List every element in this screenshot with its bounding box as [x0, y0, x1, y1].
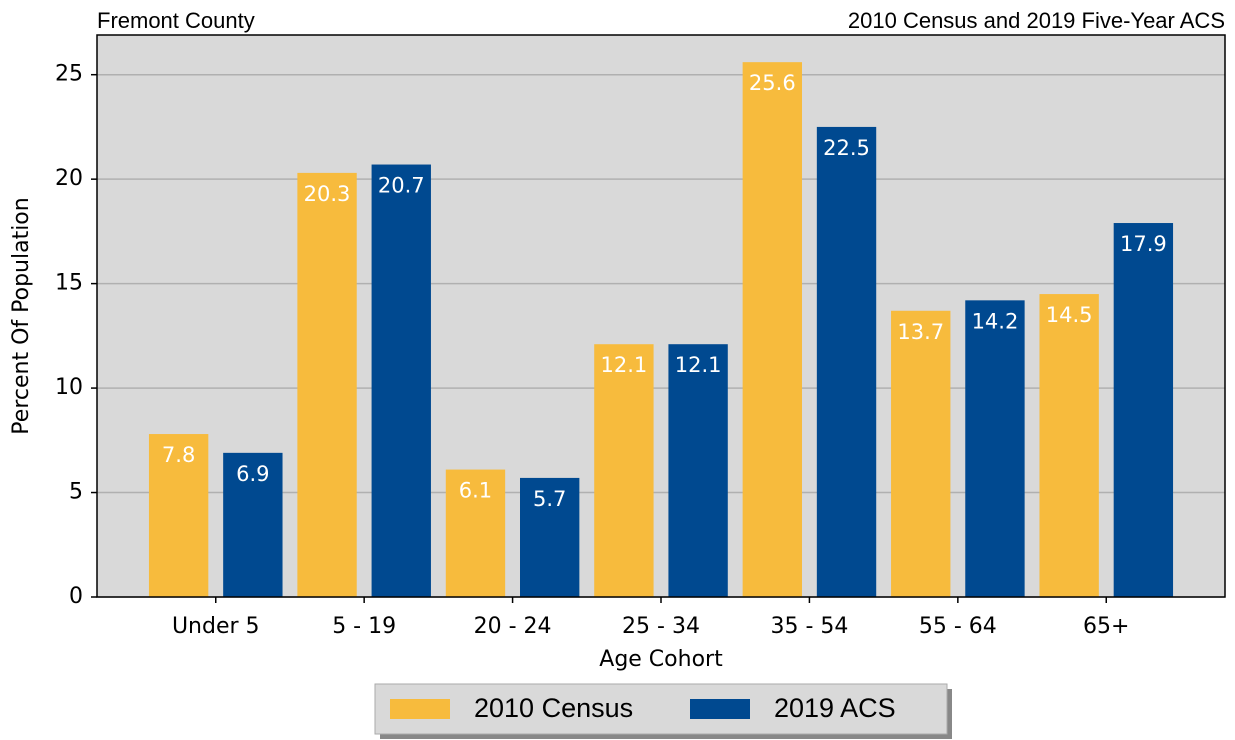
y-tick-label: 25 [55, 62, 83, 87]
value-label: 13.7 [897, 320, 944, 344]
legend-label: 2019 ACS [774, 693, 896, 723]
value-label: 20.7 [378, 174, 425, 198]
bar [891, 310, 951, 597]
value-label: 6.9 [236, 462, 269, 486]
bar [1039, 294, 1099, 597]
legend-label: 2010 Census [474, 693, 633, 723]
value-label: 14.2 [972, 309, 1019, 333]
x-tick-label: Under 5 [172, 614, 260, 639]
chart-title-left: Fremont County [97, 8, 255, 33]
y-tick-label: 5 [69, 480, 83, 505]
value-label: 20.3 [304, 182, 351, 206]
x-tick-label: 55 - 64 [919, 614, 997, 639]
value-label: 25.6 [749, 71, 796, 95]
bar [742, 62, 802, 597]
y-tick-label: 10 [55, 375, 83, 400]
value-label: 6.1 [459, 479, 492, 503]
legend-swatch [690, 699, 750, 719]
value-label: 12.1 [601, 353, 648, 377]
value-label: 22.5 [823, 136, 870, 160]
x-tick-label: 65+ [1083, 614, 1129, 639]
value-label: 5.7 [533, 487, 566, 511]
y-tick-label: 15 [55, 271, 83, 296]
bar [445, 469, 506, 597]
bar [520, 477, 580, 597]
plot-frame [96, 34, 1226, 598]
bar [668, 344, 728, 597]
x-tick-label: 5 - 19 [332, 614, 396, 639]
plot-area [97, 35, 1225, 597]
x-tick-label: 35 - 54 [770, 614, 848, 639]
y-axis-label: Percent Of Population [9, 197, 34, 434]
bar [223, 452, 283, 597]
x-tick-label: 20 - 24 [474, 614, 552, 639]
legend-box [374, 683, 948, 735]
bar [148, 434, 209, 597]
bar [371, 164, 431, 597]
legend-swatch [390, 699, 450, 719]
x-tick-label: 25 - 34 [622, 614, 700, 639]
y-tick-label: 0 [69, 584, 83, 609]
value-label: 7.8 [162, 443, 195, 467]
legend: 2010 Census 2019 ACS [374, 683, 952, 739]
bar [297, 172, 357, 597]
chart-title-right: 2010 Census and 2019 Five-Year ACS [848, 8, 1225, 33]
y-tick-label: 20 [55, 166, 83, 191]
bar [965, 300, 1025, 597]
bar [594, 344, 654, 597]
bar [1113, 223, 1174, 598]
value-label: 12.1 [675, 353, 722, 377]
bar [816, 126, 877, 597]
x-axis-label: Age Cohort [599, 647, 723, 672]
value-label: 17.9 [1120, 232, 1167, 256]
value-label: 14.5 [1046, 303, 1093, 327]
